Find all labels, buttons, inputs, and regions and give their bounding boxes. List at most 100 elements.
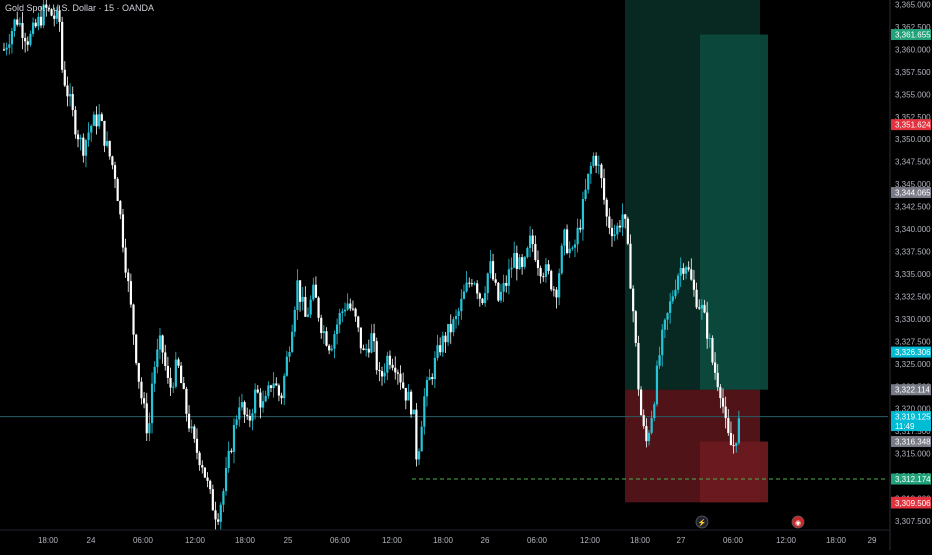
x-tick-label: 29 [868,536,877,545]
candle-body [182,383,185,389]
y-tick-label: 3,345.000 [895,180,931,189]
price-label-grey [891,436,931,448]
candle-body [108,141,111,157]
candle-body [277,385,281,396]
candle-body [579,227,582,230]
candle-body [42,4,45,26]
candle-body [261,401,265,408]
candle-body [135,334,138,364]
candle-body [608,216,611,228]
x-tick-label: 18:00 [433,536,454,545]
candle-body [711,338,714,363]
candle-body [536,260,540,268]
candle-body [10,31,14,45]
candle-body [669,301,672,313]
candle-body [148,423,151,434]
candle-body [351,308,355,310]
candle-body [447,324,450,343]
x-tick-label: 12:00 [185,536,206,545]
price-label-text: 3,312.174 [895,475,931,484]
price-label-countdown: 11:49 [895,422,915,431]
candle-body [198,452,201,466]
price-axis[interactable] [890,0,932,550]
candle-body [37,16,40,27]
candle-body [706,312,709,339]
candle-body [489,261,492,274]
candle-body [666,312,669,320]
x-tick-label: 18:00 [235,536,256,545]
candle-body [735,442,738,446]
candle-body [172,386,175,388]
candle-body [661,329,664,356]
candle-body [597,164,600,166]
candle-body [156,349,159,367]
candle-body [642,415,645,427]
x-tick-label: 25 [284,536,293,545]
y-tick-label: 3,335.000 [895,270,931,279]
candle-body [55,10,58,19]
lightning-event-icon[interactable] [695,515,709,529]
candle-body [280,395,283,399]
x-tick-label: 12:00 [776,536,797,545]
price-label-target [891,29,931,41]
candle-body [476,283,479,294]
candle-body [267,385,270,396]
candle-body [682,268,685,274]
candle-body [621,214,624,228]
x-tick-label: 06:00 [133,536,154,545]
candle-body [16,19,19,25]
candle-body [105,141,109,146]
candle-body [206,477,209,481]
candle-body [690,269,693,280]
candle-body [238,407,241,420]
candle-body [526,247,529,258]
candle-body [365,348,368,351]
candle-body [383,372,386,377]
candle-body [547,264,550,271]
candle-body [552,289,555,291]
candle-body [602,178,606,200]
candle-body [335,324,339,335]
candle-body [177,359,180,366]
candle-body [370,333,373,353]
candle-body [124,247,127,273]
candle-body [349,303,352,309]
x-tick-label: 18:00 [38,536,59,545]
candle-body [251,413,254,421]
candle-body [409,391,413,415]
candle-body [420,426,423,452]
candle-body [193,426,196,439]
candle-body [565,229,569,254]
candle-body [232,424,236,452]
candle-body [687,267,690,270]
candle-body [343,309,347,312]
flag-event-icon[interactable] [791,515,805,529]
candle-body [298,280,302,302]
candle-body [624,214,627,219]
candle-body [116,178,119,202]
candle-body [296,280,299,310]
y-tick-label: 3,352.500 [895,113,931,122]
candle-body [679,268,682,276]
candle-body [663,319,666,330]
candle-body [359,327,362,349]
y-tick-label: 3,360.000 [895,45,931,54]
candle-body [328,345,331,351]
candle-body [676,275,680,290]
candle-body [47,7,51,10]
price-label-text: 3,309.506 [895,499,931,508]
candle-body [573,244,577,248]
candle-body [330,348,333,351]
y-tick-label: 3,307.500 [895,517,931,526]
candle-body [478,293,481,299]
candle-body [357,316,360,328]
candle-body [129,281,132,305]
candle-body [90,125,93,133]
candle-body [246,414,249,416]
candle-body [462,291,466,299]
candle-body [320,317,323,334]
candle-body [164,352,167,366]
candle-body [544,264,548,277]
